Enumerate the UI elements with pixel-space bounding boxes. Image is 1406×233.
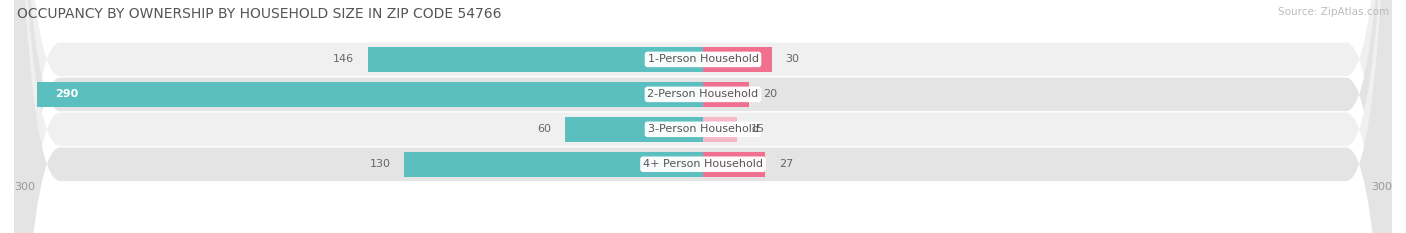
- Bar: [405, 152, 703, 177]
- FancyBboxPatch shape: [14, 0, 1392, 233]
- Text: 146: 146: [333, 55, 354, 64]
- Text: Source: ZipAtlas.com: Source: ZipAtlas.com: [1278, 7, 1389, 17]
- Text: 300: 300: [14, 182, 35, 192]
- Text: 300: 300: [1371, 182, 1392, 192]
- Bar: [703, 82, 749, 107]
- Bar: [368, 47, 703, 72]
- Text: 30: 30: [786, 55, 800, 64]
- Text: 3-Person Household: 3-Person Household: [648, 124, 758, 134]
- Text: 2-Person Household: 2-Person Household: [647, 89, 759, 99]
- Bar: [703, 47, 772, 72]
- Text: 130: 130: [370, 159, 391, 169]
- Text: 20: 20: [762, 89, 778, 99]
- Bar: [703, 152, 765, 177]
- FancyBboxPatch shape: [14, 0, 1392, 233]
- Bar: [565, 117, 703, 142]
- Text: 15: 15: [751, 124, 765, 134]
- FancyBboxPatch shape: [14, 0, 1392, 233]
- Text: 290: 290: [55, 89, 79, 99]
- Bar: [703, 117, 738, 142]
- Text: 1-Person Household: 1-Person Household: [648, 55, 758, 64]
- Text: 27: 27: [779, 159, 793, 169]
- Text: OCCUPANCY BY OWNERSHIP BY HOUSEHOLD SIZE IN ZIP CODE 54766: OCCUPANCY BY OWNERSHIP BY HOUSEHOLD SIZE…: [17, 7, 502, 21]
- Text: 4+ Person Household: 4+ Person Household: [643, 159, 763, 169]
- Text: 60: 60: [537, 124, 551, 134]
- FancyBboxPatch shape: [14, 0, 1392, 233]
- Bar: [37, 82, 703, 107]
